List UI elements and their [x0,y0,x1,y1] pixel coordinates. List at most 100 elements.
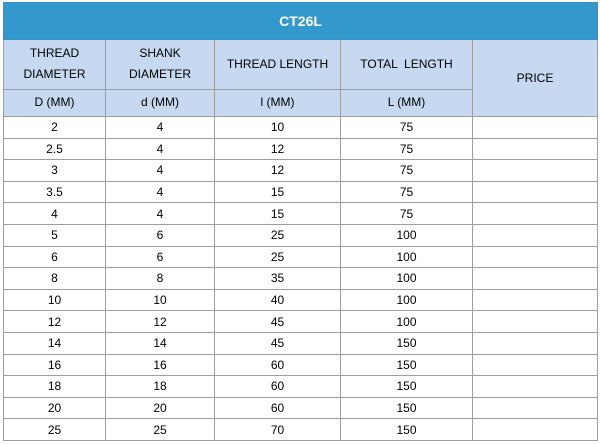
header-shank-diameter-line1: SHANK [139,46,181,61]
cell-thread-diameter: 14 [3,331,106,355]
cell-total-length: 75 [340,116,473,139]
cell-shank-diameter: 12 [105,310,215,333]
cell-shank-diameter: 16 [105,353,215,377]
header-shank-diameter: SHANK DIAMETER [105,39,215,90]
cell-thread-length: 25 [214,245,341,269]
cell-thread-length: 45 [214,310,341,333]
cell-price [471,180,599,204]
cell-price [471,418,599,441]
header-shank-diameter-line2: DIAMETER [128,67,191,82]
cell-price [471,288,599,312]
cell-thread-diameter: 16 [3,353,106,377]
subheader-thread-diameter: D (MM) [3,88,106,118]
cell-thread-length: 15 [214,180,341,204]
header-thread-diameter-line1: THREAD [29,46,80,61]
table-row: 12 12 45 100 [3,310,599,333]
cell-total-length: 100 [340,267,473,290]
header-thread-diameter-line2: DIAMETER [23,67,86,82]
cell-price [471,245,599,269]
cell-thread-length: 70 [214,418,341,441]
subheader-thread-length: l (MM) [214,88,341,118]
cell-thread-diameter: 8 [3,267,106,290]
cell-shank-diameter: 25 [105,418,215,441]
cell-shank-diameter: 4 [105,137,215,161]
cell-shank-diameter: 18 [105,375,215,398]
cell-total-length: 100 [340,245,473,269]
cell-thread-length: 35 [214,267,341,290]
cell-total-length: 100 [340,223,473,247]
cell-thread-length: 15 [214,202,341,225]
table-row: 25 25 70 150 [3,418,599,441]
cell-price [471,396,599,420]
table-row: 2.5 4 12 75 [3,137,599,161]
cell-shank-diameter: 8 [105,267,215,290]
table-row: 5 6 25 100 [3,223,599,247]
subheader-shank-diameter: d (MM) [105,88,215,118]
table-row: 10 10 40 100 [3,288,599,312]
cell-thread-length: 60 [214,353,341,377]
cell-shank-diameter: 4 [105,202,215,225]
cell-price [471,375,599,398]
cell-thread-diameter: 3 [3,159,106,182]
header-price: PRICE [471,39,599,117]
cell-thread-diameter: 2 [3,116,106,139]
cell-thread-diameter: 12 [3,310,106,333]
cell-thread-diameter: 18 [3,375,106,398]
cell-total-length: 75 [340,202,473,225]
cell-price [471,310,599,333]
cell-price [471,353,599,377]
cell-thread-length: 45 [214,331,341,355]
cell-thread-diameter: 4 [3,202,106,225]
cell-thread-length: 10 [214,116,341,139]
cell-thread-diameter: 5 [3,223,106,247]
cell-price [471,159,599,182]
cell-total-length: 150 [340,418,473,441]
table-row: 6 6 25 100 [3,245,599,269]
header-thread-diameter: THREAD DIAMETER [3,39,106,90]
cell-shank-diameter: 10 [105,288,215,312]
table-title: CT26L [2,2,599,40]
table-row: 2 4 10 75 [3,116,599,139]
cell-total-length: 75 [340,180,473,204]
cell-price [471,331,599,355]
cell-price [471,202,599,225]
cell-total-length: 100 [340,288,473,312]
cell-price [471,116,599,139]
cell-thread-diameter: 6 [3,245,106,269]
cell-price [471,223,599,247]
cell-total-length: 75 [340,159,473,182]
cell-thread-diameter: 25 [3,418,106,441]
cell-total-length: 150 [340,396,473,420]
cell-shank-diameter: 4 [105,116,215,139]
cell-total-length: 150 [340,375,473,398]
table-row: 4 4 15 75 [3,202,599,225]
cell-shank-diameter: 6 [105,245,215,269]
cell-shank-diameter: 20 [105,396,215,420]
cell-total-length: 100 [340,310,473,333]
table-row: 8 8 35 100 [3,267,599,290]
cell-shank-diameter: 4 [105,180,215,204]
cell-thread-length: 12 [214,137,341,161]
cell-thread-length: 12 [214,159,341,182]
cell-shank-diameter: 6 [105,223,215,247]
table-row: 18 18 60 150 [3,375,599,398]
cell-thread-length: 25 [214,223,341,247]
cell-price [471,267,599,290]
table-row: 3.5 4 15 75 [3,180,599,204]
table-row: 20 20 60 150 [3,396,599,420]
cell-thread-length: 60 [214,396,341,420]
cell-thread-length: 60 [214,375,341,398]
table-body: 2 4 10 75 2.5 4 12 75 3 4 12 75 3.5 4 15 75 4 4 15 75 5 6 25 10… [3,116,599,441]
cell-shank-diameter: 14 [105,331,215,355]
cell-total-length: 150 [340,353,473,377]
cell-thread-diameter: 3.5 [3,180,106,204]
subheader-total-length: L (MM) [340,88,473,118]
cell-thread-length: 40 [214,288,341,312]
cell-thread-diameter: 10 [3,288,106,312]
cell-thread-diameter: 20 [3,396,106,420]
cell-shank-diameter: 4 [105,159,215,182]
table-row: 14 14 45 150 [3,331,599,355]
cell-total-length: 75 [340,137,473,161]
